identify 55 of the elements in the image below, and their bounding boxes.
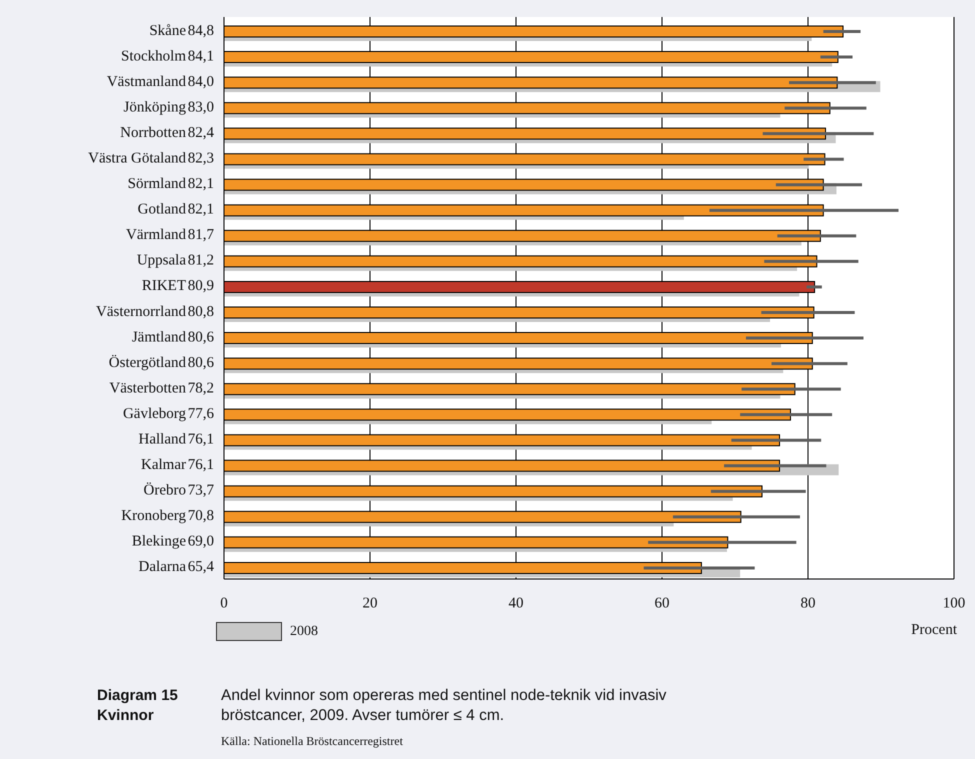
data-label: 69,0 bbox=[188, 534, 214, 550]
x-tick-label: 80 bbox=[800, 596, 816, 612]
y-tick-label: Dalarna bbox=[138, 559, 186, 576]
data-label: 77,6 bbox=[188, 406, 214, 422]
y-tick-label: Värmland bbox=[126, 227, 186, 244]
data-label: 70,8 bbox=[188, 508, 214, 524]
data-label: 76,1 bbox=[188, 457, 214, 474]
y-tick-label: Gotland bbox=[138, 202, 186, 218]
y-tick-label: Sörmland bbox=[128, 176, 186, 192]
y-tick-label: Östergötland bbox=[108, 354, 186, 371]
data-label: 84,1 bbox=[188, 48, 214, 64]
y-tick-label: Jämtland bbox=[132, 329, 186, 346]
text: Diagram 15 Kvinnor bbox=[97, 686, 179, 726]
y-tick-label: Kalmar bbox=[141, 457, 186, 474]
y-tick-label: Västernorrland bbox=[96, 304, 186, 320]
y-tick-label: Västra Götaland bbox=[88, 150, 186, 166]
data-label: 80,6 bbox=[188, 329, 214, 346]
data-label: 65,4 bbox=[188, 559, 214, 576]
data-label: 81,7 bbox=[188, 227, 214, 244]
data-label: 82,3 bbox=[188, 150, 214, 166]
legend-label: 2008 bbox=[290, 624, 318, 640]
y-tick-label: Gävleborg bbox=[122, 406, 186, 422]
data-label: 82,4 bbox=[188, 124, 214, 141]
y-tick-label: Västmanland bbox=[106, 74, 186, 90]
y-tick-label: Stockholm bbox=[120, 48, 186, 64]
y-tick-label: Uppsala bbox=[136, 252, 186, 269]
x-tick-label: 0 bbox=[220, 596, 228, 612]
x-tick-label: 60 bbox=[654, 596, 670, 612]
y-tick-label: Skåne bbox=[149, 22, 186, 39]
data-label: 80,8 bbox=[188, 304, 214, 320]
y-tick-label: Jönköping bbox=[123, 99, 186, 116]
x-tick-label: 40 bbox=[508, 596, 524, 612]
data-label: 82,1 bbox=[188, 176, 214, 192]
data-label: 80,6 bbox=[188, 354, 214, 371]
y-tick-label: Örebro bbox=[144, 482, 186, 499]
y-tick-label: Västerbotten bbox=[109, 380, 186, 396]
data-label: 84,0 bbox=[188, 74, 214, 90]
x-axis-title: Procent bbox=[911, 622, 957, 639]
data-label: 83,0 bbox=[188, 99, 214, 116]
data-label: 84,8 bbox=[188, 22, 214, 39]
data-label: 82,1 bbox=[188, 202, 214, 218]
y-tick-label: Norrbotten bbox=[120, 124, 186, 141]
y-tick-label: Halland bbox=[138, 432, 186, 448]
y-tick-label: Kronoberg bbox=[121, 508, 186, 524]
data-label: 81,2 bbox=[188, 252, 214, 269]
data-label: 78,2 bbox=[188, 380, 214, 396]
y-tick-label: RIKET bbox=[142, 278, 186, 294]
data-label: 80,9 bbox=[188, 278, 214, 294]
data-label: 73,7 bbox=[188, 482, 214, 499]
text: Källa: Nationella Bröstcancerregistret bbox=[221, 734, 403, 749]
x-tick-label: 20 bbox=[362, 596, 378, 612]
y-tick-label: Blekinge bbox=[132, 534, 186, 550]
text: Andel kvinnor som opereras med sentinel node-teknik vid invasiv bröstcancer, 2009. Avser tumörer ≤ 4 cm. bbox=[221, 686, 668, 726]
data-label: 76,1 bbox=[188, 432, 214, 448]
x-tick-label: 100 bbox=[942, 596, 966, 612]
